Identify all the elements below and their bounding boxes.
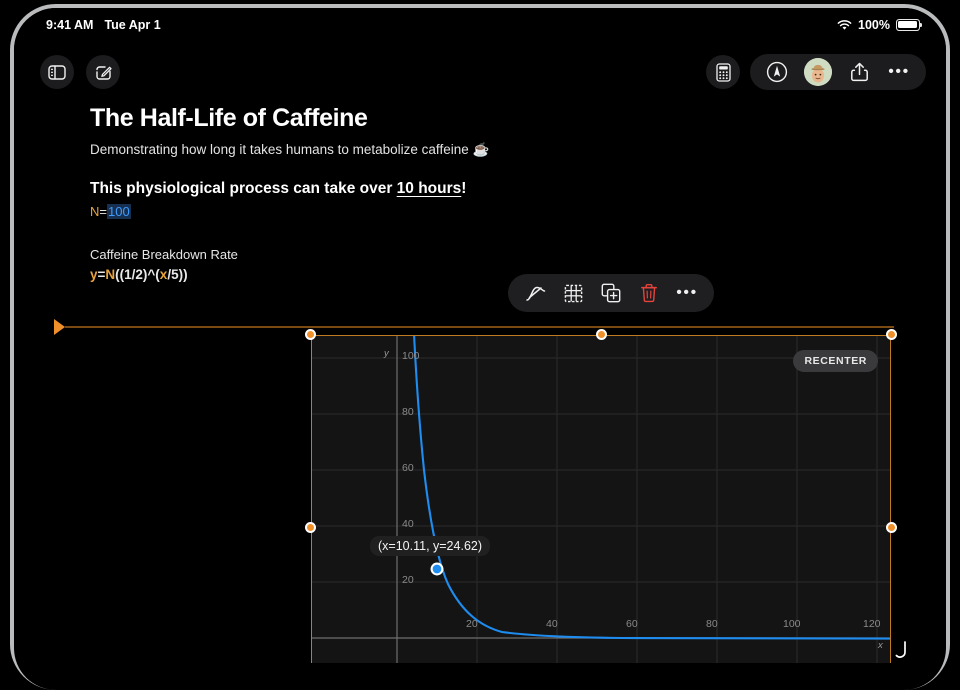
avatar-memoji-icon — [804, 58, 832, 86]
sidebar-toggle-icon — [48, 64, 66, 80]
lead-underlined-text: 10 hours — [396, 180, 462, 197]
resize-handle-top-right[interactable] — [886, 329, 897, 340]
sidebar-toggle-button[interactable] — [40, 55, 74, 89]
calculator-icon — [715, 62, 731, 82]
grid-frame-button[interactable] — [562, 282, 584, 304]
share-icon — [850, 62, 868, 82]
x-tick-label-60: 60 — [626, 618, 638, 630]
share-button[interactable] — [846, 59, 872, 85]
page-title: The Half-Life of Caffeine — [90, 104, 368, 132]
caffeine-curve — [413, 336, 890, 640]
toolbar-left-group — [40, 55, 120, 89]
assignment-equals: = — [99, 204, 107, 219]
toolbar-right-group: ••• — [706, 54, 926, 90]
decay-curve — [397, 336, 413, 638]
formula-caption: Caffeine Breakdown Rate — [90, 247, 238, 262]
gesture-hint-icon — [892, 640, 910, 662]
toolbar-action-pill: ••• — [750, 54, 926, 90]
note-subtitle: Demonstrating how long it takes humans t… — [90, 142, 490, 157]
formula-expression[interactable]: y=N((1/2)^(x/5)) — [90, 267, 730, 282]
recenter-button[interactable]: RECENTER — [793, 350, 878, 372]
data-point-label: (x=10.11, y=24.62) — [370, 536, 491, 556]
status-date: Tue Apr 1 — [104, 18, 161, 32]
play-triangle-icon[interactable] — [54, 319, 65, 335]
status-bar: 9:41 AM Tue Apr 1 100% — [14, 8, 946, 42]
x-tick-label-100: 100 — [783, 618, 801, 630]
variable-assignment[interactable]: N=100 — [90, 204, 730, 219]
data-point-marker — [430, 562, 444, 576]
toolbar-more-button[interactable]: ••• — [888, 63, 910, 81]
status-time: 9:41 AM — [46, 18, 94, 32]
x-tick-label-80: 80 — [706, 618, 718, 630]
x-axis-name: x — [878, 640, 883, 651]
y-axis-name: y — [384, 348, 389, 359]
user-avatar[interactable] — [804, 58, 832, 86]
x-tick-label-120: 120 — [863, 618, 881, 630]
curve-style-icon — [525, 286, 545, 301]
formula-body-close: /5)) — [167, 267, 188, 282]
curve-style-button[interactable] — [524, 282, 546, 304]
app-toolbar: ••• — [14, 48, 946, 96]
formula-body-open: ((1/2)^( — [115, 267, 160, 282]
graph-object[interactable]: y x 100 80 60 40 20 20 40 60 80 100 120 … — [305, 329, 897, 663]
x-tick-label-40: 40 — [546, 618, 558, 630]
resize-handle-top-left[interactable] — [305, 329, 316, 340]
graph-plot — [312, 336, 890, 663]
formula-exponent-variable: x — [159, 267, 168, 282]
battery-icon — [896, 19, 923, 31]
battery-fill — [898, 21, 917, 28]
formula-equals: = — [97, 267, 106, 282]
duplicate-icon — [601, 283, 621, 303]
y-tick-label-60: 60 — [402, 462, 414, 474]
wifi-icon — [837, 19, 852, 33]
formula-coefficient: N — [105, 267, 116, 282]
graph-canvas[interactable]: y x 100 80 60 40 20 20 40 60 80 100 120 … — [311, 335, 891, 663]
calculator-button[interactable] — [706, 55, 740, 89]
compose-icon — [95, 65, 112, 80]
lead-prefix: This physiological process can take over — [90, 180, 397, 197]
assignment-variable: N — [90, 204, 100, 219]
assignment-value[interactable]: 100 — [106, 204, 131, 219]
markup-pen-icon — [766, 61, 788, 83]
delete-button[interactable] — [638, 282, 660, 304]
lead-suffix: ! — [461, 180, 467, 197]
device-screen: 9:41 AM Tue Apr 1 100% — [14, 8, 946, 690]
object-edit-toolbar: ••• — [508, 274, 714, 312]
duplicate-button[interactable] — [600, 282, 622, 304]
grid-lines-vertical — [476, 336, 878, 663]
note-body: The Half-Life of Caffeine Demonstrating … — [90, 104, 730, 282]
y-tick-label-40: 40 — [402, 518, 414, 530]
more-options-button[interactable]: ••• — [676, 284, 698, 302]
markup-button[interactable] — [764, 59, 790, 85]
resize-handle-top-center[interactable] — [596, 329, 607, 340]
x-tick-label-20: 20 — [466, 618, 478, 630]
note-lead-paragraph: This physiological process can take over… — [90, 180, 730, 198]
status-bar-left: 9:41 AM Tue Apr 1 — [46, 18, 161, 32]
compose-note-button[interactable] — [86, 55, 120, 89]
trash-icon — [641, 284, 657, 303]
resize-handle-middle-left[interactable] — [305, 522, 316, 533]
grid-frame-icon — [564, 284, 582, 302]
battery-percent: 100% — [858, 18, 890, 32]
status-bar-right: 100% — [837, 18, 923, 33]
insertion-marker[interactable] — [54, 318, 894, 336]
marker-rule — [65, 326, 894, 328]
y-tick-label-100: 100 — [402, 350, 420, 362]
y-tick-label-20: 20 — [402, 574, 414, 586]
y-tick-label-80: 80 — [402, 406, 414, 418]
resize-handle-middle-right[interactable] — [886, 522, 897, 533]
formula-lhs: y — [90, 267, 98, 282]
